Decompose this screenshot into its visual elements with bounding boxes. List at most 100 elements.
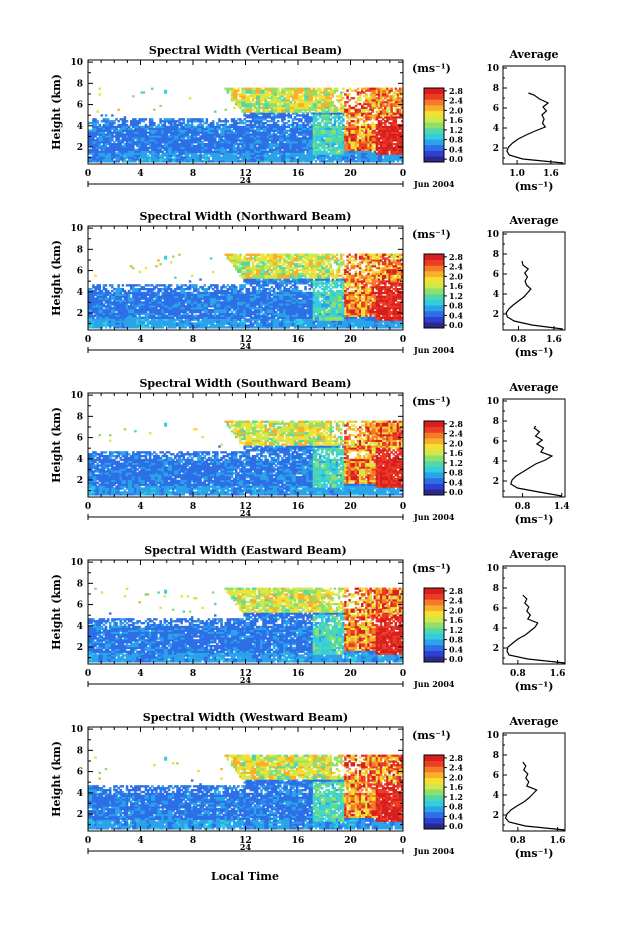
heatmap-cell [312, 89, 316, 92]
heatmap-cell [161, 144, 164, 148]
heatmap-cell [239, 93, 242, 96]
heatmap-cell [239, 133, 242, 136]
heatmap-cell [310, 108, 314, 111]
heatmap-cell [148, 120, 152, 123]
heatmap-cell [285, 141, 288, 144]
heatmap-cell [264, 118, 267, 121]
heatmap-cell [186, 127, 190, 130]
heatmap-cell [182, 118, 185, 121]
heatmap-cell [211, 150, 215, 153]
heatmap-cell [203, 152, 206, 155]
heatmap-cell [293, 101, 297, 104]
heatmap-cell [203, 122, 206, 125]
heatmap-cell [125, 127, 129, 130]
heatmap-cell [283, 118, 286, 121]
heatmap-cell [300, 89, 303, 92]
average-frame [502, 65, 566, 165]
heatmap-cell [325, 101, 328, 104]
heatmap-cell [138, 127, 141, 130]
heatmap-cell [117, 120, 120, 123]
heatmap-cell [268, 89, 272, 92]
heatmap-cell [342, 118, 345, 121]
heatmap-cell [121, 152, 125, 155]
heatmap-cell [337, 131, 341, 134]
heatmap-cell [312, 118, 316, 121]
heatmap-cell [228, 154, 232, 157]
heatmap-cell [100, 131, 104, 134]
heatmap-cell [220, 144, 223, 148]
heatmap-cell [279, 93, 282, 96]
heatmap-cell [117, 146, 120, 150]
heatmap-cell [193, 160, 196, 163]
heatmap-cell [241, 99, 244, 102]
heatmap-cell [264, 154, 267, 157]
heatmap-cell [144, 267, 148, 270]
heatmap-cell [272, 139, 276, 142]
heatmap-cell [302, 101, 305, 104]
heatmap-cell [109, 133, 112, 136]
heatmap-cell [241, 160, 244, 163]
heatmap-cell [306, 122, 309, 125]
heatmap-cell [335, 120, 339, 123]
heatmap-cell [203, 148, 206, 151]
heatmap-cell [327, 104, 330, 108]
heatmap-cell [123, 146, 127, 150]
heatmap-cell [325, 127, 328, 130]
heatmap-cell [302, 127, 305, 130]
heatmap-cell [178, 158, 181, 161]
heatmap-cell [92, 152, 95, 155]
heatmap-cell [291, 150, 295, 153]
heatmap-cell [308, 137, 311, 140]
heatmap-cell [314, 146, 318, 150]
heatmap-cell [281, 106, 284, 109]
heatmap-cell [235, 133, 238, 136]
heatmap-cell [203, 150, 206, 153]
heatmap-cell [321, 129, 324, 132]
panel-title: Spectral Width (Northward Beam) [140, 210, 352, 223]
heatmap-cell [125, 135, 129, 138]
heatmap-cell [123, 137, 127, 140]
heatmap-cell [289, 93, 293, 96]
heatmap-cell [283, 143, 286, 146]
heatmap-cell [138, 150, 141, 153]
heatmap-cell [136, 135, 139, 138]
heatmap-cell [239, 146, 242, 150]
heatmap-cell [314, 141, 318, 144]
heatmap-cell [224, 139, 227, 142]
heatmap-cell [226, 89, 230, 92]
heatmap-cell [214, 148, 217, 151]
heatmap-cell [98, 127, 101, 130]
heatmap-cell [117, 125, 120, 129]
heatmap-cell [333, 122, 337, 125]
heatmap-cell [331, 148, 335, 151]
heatmap-cell [279, 139, 282, 142]
heatmap-cell [165, 129, 169, 132]
heatmap-cell [197, 146, 200, 150]
heatmap-cell [180, 143, 183, 146]
heatmap-cell [155, 135, 158, 138]
heatmap-cell [235, 156, 238, 159]
heatmap-cell [104, 120, 108, 123]
heatmap-cell [92, 129, 95, 132]
colorbar-segment [424, 133, 444, 140]
heatmap-cell [340, 99, 343, 102]
heatmap-cell [245, 152, 248, 155]
heatmap-cell [295, 112, 299, 115]
heatmap-cell [249, 89, 253, 92]
heatmap-cell [285, 108, 288, 111]
heatmap-cell [251, 141, 255, 144]
heatmap-cell [211, 135, 215, 138]
heatmap-cell [193, 131, 196, 134]
heatmap-cell [232, 133, 236, 136]
heatmap-cell [218, 123, 221, 127]
heatmap-cell [329, 156, 332, 159]
heatmap-cell [115, 131, 118, 134]
heatmap-cell [180, 156, 183, 159]
heatmap-cell [245, 127, 248, 130]
heatmap-cell [199, 143, 202, 146]
heatmap-cell [333, 150, 337, 153]
heatmap-cell [228, 87, 232, 90]
heatmap-cell [224, 133, 227, 136]
heatmap-cell [123, 139, 127, 142]
heatmap-cell [113, 125, 116, 129]
